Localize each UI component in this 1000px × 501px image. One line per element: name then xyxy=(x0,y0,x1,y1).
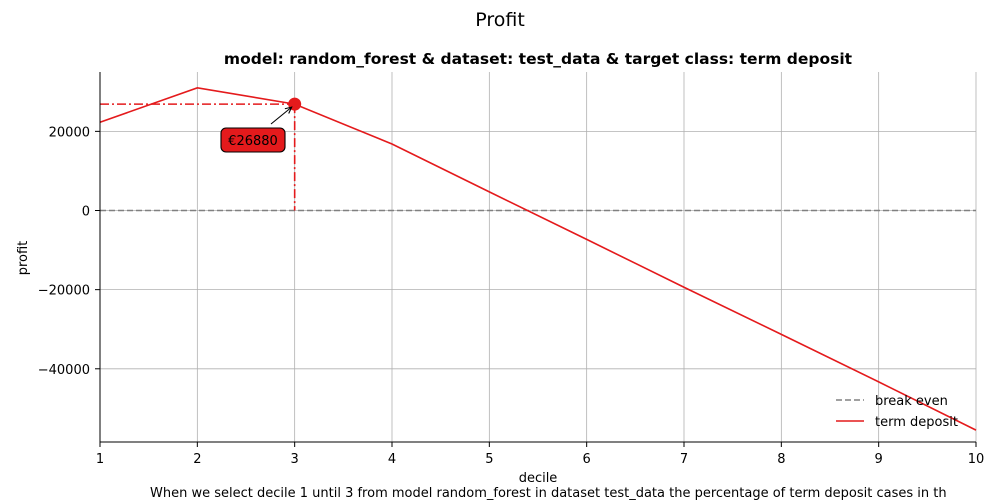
series-group xyxy=(99,87,977,431)
x-tick-label: 3 xyxy=(291,452,299,467)
annotation-label: €26880 xyxy=(228,134,278,149)
y-tick-label: 0 xyxy=(82,205,90,220)
x-axis-ticks: 1 2 3 4 5 6 7 8 9 10 xyxy=(96,442,984,467)
y-axis-label: profit xyxy=(16,241,31,276)
chart-suptitle: Profit xyxy=(475,9,525,31)
y-tick-label: 20000 xyxy=(49,125,90,140)
y-tick-label: −40000 xyxy=(38,363,90,378)
legend-label: break even xyxy=(875,394,948,409)
y-axis-ticks: −40000 −20000 0 20000 xyxy=(38,125,100,378)
axes xyxy=(99,72,976,443)
y-tick-label: −20000 xyxy=(38,284,90,299)
annotation-arrow xyxy=(270,106,293,125)
x-tick-label: 10 xyxy=(968,452,985,467)
x-tick-label: 1 xyxy=(96,452,104,467)
x-axis-label: decile xyxy=(519,471,558,486)
x-tick-label: 6 xyxy=(583,452,591,467)
legend-label: term deposit xyxy=(875,415,958,430)
chart-title: model: random_forest & dataset: test_dat… xyxy=(224,50,853,68)
x-tick-label: 4 xyxy=(388,452,396,467)
annotation-arrowhead xyxy=(284,106,293,114)
x-tick-label: 7 xyxy=(680,452,688,467)
legend: break even term deposit xyxy=(836,394,958,430)
x-tick-label: 5 xyxy=(485,452,493,467)
annotation-box xyxy=(220,127,286,153)
series-line-term-deposit xyxy=(99,87,977,431)
x-tick-label: 9 xyxy=(875,452,883,467)
x-tick-label: 2 xyxy=(193,452,201,467)
chart-caption: When we select decile 1 until 3 from mod… xyxy=(150,486,947,501)
highlight-group: €26880 xyxy=(100,97,302,211)
x-tick-label: 8 xyxy=(777,452,785,467)
